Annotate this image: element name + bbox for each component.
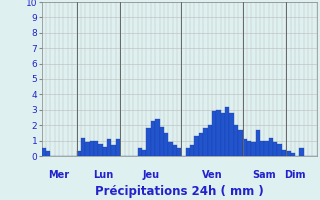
Bar <box>42 148 46 156</box>
Text: Jeu: Jeu <box>142 170 159 180</box>
Bar <box>221 113 225 156</box>
Bar <box>277 144 282 156</box>
Bar <box>111 145 116 156</box>
Bar <box>238 130 243 156</box>
Bar <box>199 133 203 156</box>
Bar <box>155 119 160 156</box>
Bar <box>177 148 181 156</box>
Bar <box>208 125 212 156</box>
Bar <box>116 139 120 156</box>
Bar <box>147 128 151 156</box>
Text: Mer: Mer <box>49 170 70 180</box>
Bar <box>142 150 147 156</box>
Bar <box>247 141 251 156</box>
Bar <box>85 142 90 156</box>
Bar <box>264 141 269 156</box>
Bar <box>173 145 177 156</box>
Bar <box>103 147 107 156</box>
Bar <box>94 141 98 156</box>
Bar <box>76 151 81 156</box>
Bar <box>151 121 155 156</box>
Text: Précipitations 24h ( mm ): Précipitations 24h ( mm ) <box>95 185 264 198</box>
Bar <box>160 127 164 156</box>
Bar <box>107 139 111 156</box>
Bar <box>291 153 295 156</box>
Bar <box>216 110 221 156</box>
Bar <box>243 139 247 156</box>
Text: Dim: Dim <box>284 170 306 180</box>
Bar <box>98 144 103 156</box>
Text: Sam: Sam <box>252 170 276 180</box>
Bar <box>81 138 85 156</box>
Text: Lun: Lun <box>92 170 113 180</box>
Bar <box>168 142 173 156</box>
Bar <box>286 151 291 156</box>
Bar <box>282 150 286 156</box>
Bar <box>212 111 216 156</box>
Bar <box>251 142 256 156</box>
Bar <box>203 128 208 156</box>
Bar <box>190 145 195 156</box>
Bar <box>138 148 142 156</box>
Bar <box>229 113 234 156</box>
Bar <box>164 133 168 156</box>
Bar <box>269 138 273 156</box>
Bar <box>260 141 264 156</box>
Bar <box>90 141 94 156</box>
Bar <box>234 125 238 156</box>
Bar <box>256 130 260 156</box>
Bar <box>195 136 199 156</box>
Bar <box>299 148 304 156</box>
Bar <box>186 148 190 156</box>
Bar <box>225 107 229 156</box>
Bar <box>273 142 277 156</box>
Bar <box>46 151 50 156</box>
Text: Ven: Ven <box>202 170 222 180</box>
